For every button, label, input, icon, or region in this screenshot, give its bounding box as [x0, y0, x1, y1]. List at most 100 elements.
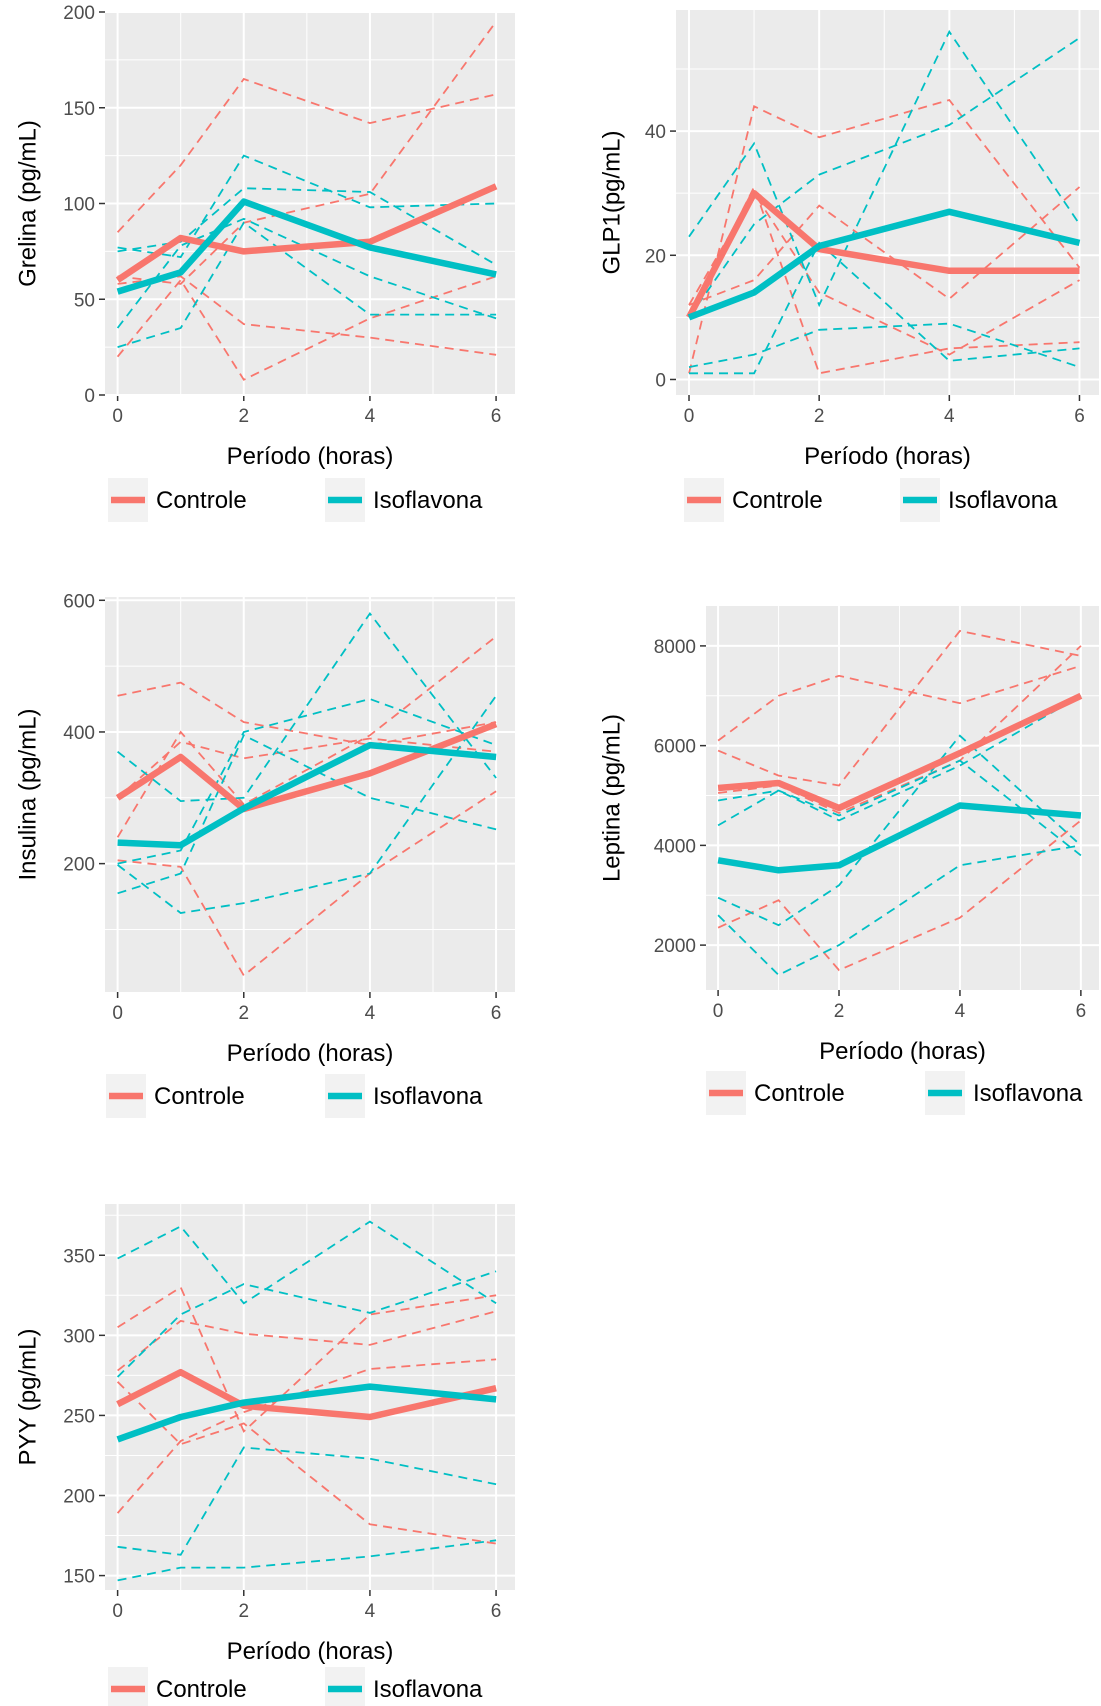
legend-label: Isoflavona	[373, 487, 483, 514]
legend-label: Controle	[156, 1676, 247, 1703]
controle-individual-line	[688, 191, 1080, 356]
y-tick-label: 200	[63, 855, 95, 876]
controle-individual-line	[117, 1285, 497, 1433]
isoflavona-individual-line	[116, 1270, 497, 1378]
plot-background	[105, 597, 515, 992]
x-tick-label: 4	[955, 1001, 966, 1022]
legend-item-isoflavona: Isoflavona	[325, 478, 483, 522]
x-tick-label: 6	[1074, 406, 1085, 427]
x-tick-label: 2	[834, 1001, 845, 1022]
legend-label: Controle	[156, 487, 247, 514]
legend-label: Controle	[754, 1080, 845, 1107]
isoflavona-mean-line	[717, 802, 1082, 874]
y-tick-label: 150	[63, 99, 95, 120]
x-tick-label: 0	[684, 406, 695, 427]
plot-background	[706, 606, 1099, 990]
isoflavona-individual-line	[116, 217, 497, 329]
controle-individual-line	[116, 1381, 497, 1545]
controle-individual-line	[717, 629, 1082, 787]
y-tick-label: 350	[63, 1246, 95, 1267]
isoflavona-individual-line	[117, 698, 497, 865]
x-axis-title: Período (horas)	[804, 443, 971, 470]
legend-label: Controle	[732, 487, 823, 514]
y-tick-label: 2000	[654, 936, 696, 957]
legend-label: Isoflavona	[948, 487, 1058, 514]
isoflavona-individual-line	[717, 734, 1082, 927]
legend-label: Controle	[154, 1083, 245, 1110]
y-tick-label: 6000	[654, 737, 696, 758]
y-axis-title: GLP1(pg/mL)	[599, 130, 626, 274]
y-tick-label: 0	[84, 386, 95, 407]
x-tick-label: 0	[112, 406, 123, 427]
legend-item-isoflavona: Isoflavona	[325, 1074, 483, 1118]
y-tick-label: 50	[74, 290, 95, 311]
isoflavona-individual-line	[117, 154, 497, 259]
controle-mean-line	[717, 692, 1083, 812]
isoflavona-individual-line	[117, 695, 497, 914]
y-tick-label: 40	[645, 122, 666, 143]
x-tick-label: 6	[1076, 1001, 1087, 1022]
isoflavona-mean-line	[116, 198, 497, 295]
y-axis-title: Grelina (pg/mL)	[15, 120, 42, 287]
chart-panel: 0 2 4 6 200 400 600 Período (horas) Insulina (pg…	[15, 591, 515, 1118]
controle-individual-line	[116, 77, 497, 233]
isoflavona-individual-line	[117, 187, 497, 266]
isoflavona-mean-line	[116, 1383, 497, 1443]
isoflavona-individual-line	[117, 1446, 497, 1556]
x-tick-label: 2	[238, 1601, 249, 1622]
legend-item-controle: Controle	[108, 478, 247, 522]
y-axis-title: PYY (pg/mL)	[15, 1329, 42, 1466]
isoflavona-individual-line	[117, 1220, 497, 1305]
isoflavona-individual-line	[117, 611, 497, 803]
controle-individual-line	[117, 1310, 497, 1372]
y-tick-label: 8000	[654, 637, 696, 658]
y-tick-label: 200	[63, 3, 95, 24]
controle-individual-line	[688, 98, 1081, 374]
legend-label: Isoflavona	[373, 1676, 483, 1703]
chart-panel: 0 2 4 6 2000 4000 6000 8000 Período (horas) Lepti…	[599, 606, 1099, 1115]
y-tick-label: 0	[655, 370, 666, 391]
controle-individual-line	[117, 275, 497, 356]
y-tick-label: 20	[645, 246, 666, 267]
controle-individual-line	[117, 737, 497, 799]
controle-individual-line	[688, 186, 1081, 306]
x-tick-label: 4	[365, 406, 376, 427]
y-axis-title: Leptina (pg/mL)	[599, 714, 626, 882]
isoflavona-individual-line	[688, 322, 1080, 368]
x-axis-title: Período (horas)	[227, 1638, 394, 1665]
legend-item-controle: Controle	[684, 478, 823, 522]
x-tick-label: 6	[491, 1003, 502, 1024]
y-tick-label: 250	[63, 1406, 95, 1427]
legend-item-controle: Controle	[108, 1667, 247, 1706]
isoflavona-individual-line	[717, 844, 1082, 977]
y-tick-label: 150	[63, 1567, 95, 1588]
x-tick-label: 4	[365, 1003, 376, 1024]
controle-mean-line	[115, 183, 498, 283]
isoflavona-individual-line	[117, 734, 497, 895]
chart-panel: 0 2 4 6 0 20 40 Período (horas) GLP1(pg/mL) Contr…	[599, 10, 1099, 522]
x-tick-label: 0	[112, 1003, 123, 1024]
legend-item-isoflavona: Isoflavona	[325, 1667, 483, 1706]
y-tick-label: 300	[63, 1326, 95, 1347]
isoflavona-individual-line	[688, 37, 1081, 318]
isoflavona-individual-line	[688, 29, 1081, 308]
x-tick-label: 0	[713, 1001, 724, 1022]
y-axis-title: Insulina (pg/mL)	[15, 708, 42, 880]
controle-individual-line	[116, 275, 497, 381]
x-tick-label: 6	[491, 1601, 502, 1622]
x-tick-label: 4	[365, 1601, 376, 1622]
y-tick-label: 600	[63, 591, 95, 612]
y-tick-label: 200	[63, 1487, 95, 1508]
legend-item-controle: Controle	[706, 1071, 845, 1115]
isoflavona-individual-line	[717, 695, 1082, 827]
isoflavona-individual-line	[117, 1539, 497, 1582]
y-tick-label: 100	[63, 195, 95, 216]
legend-label: Isoflavona	[373, 1083, 483, 1110]
isoflavona-individual-line	[717, 759, 1082, 857]
chart-panel: 0 2 4 6 150 200 250 300 350 Período (horas) PYY (p…	[15, 1204, 515, 1706]
x-tick-label: 4	[944, 406, 955, 427]
x-tick-label: 2	[238, 1003, 249, 1024]
y-tick-label: 400	[63, 723, 95, 744]
chart-panel: 0 2 4 6 0 50 100 150 200 Período (horas) Grelina (…	[15, 3, 515, 522]
